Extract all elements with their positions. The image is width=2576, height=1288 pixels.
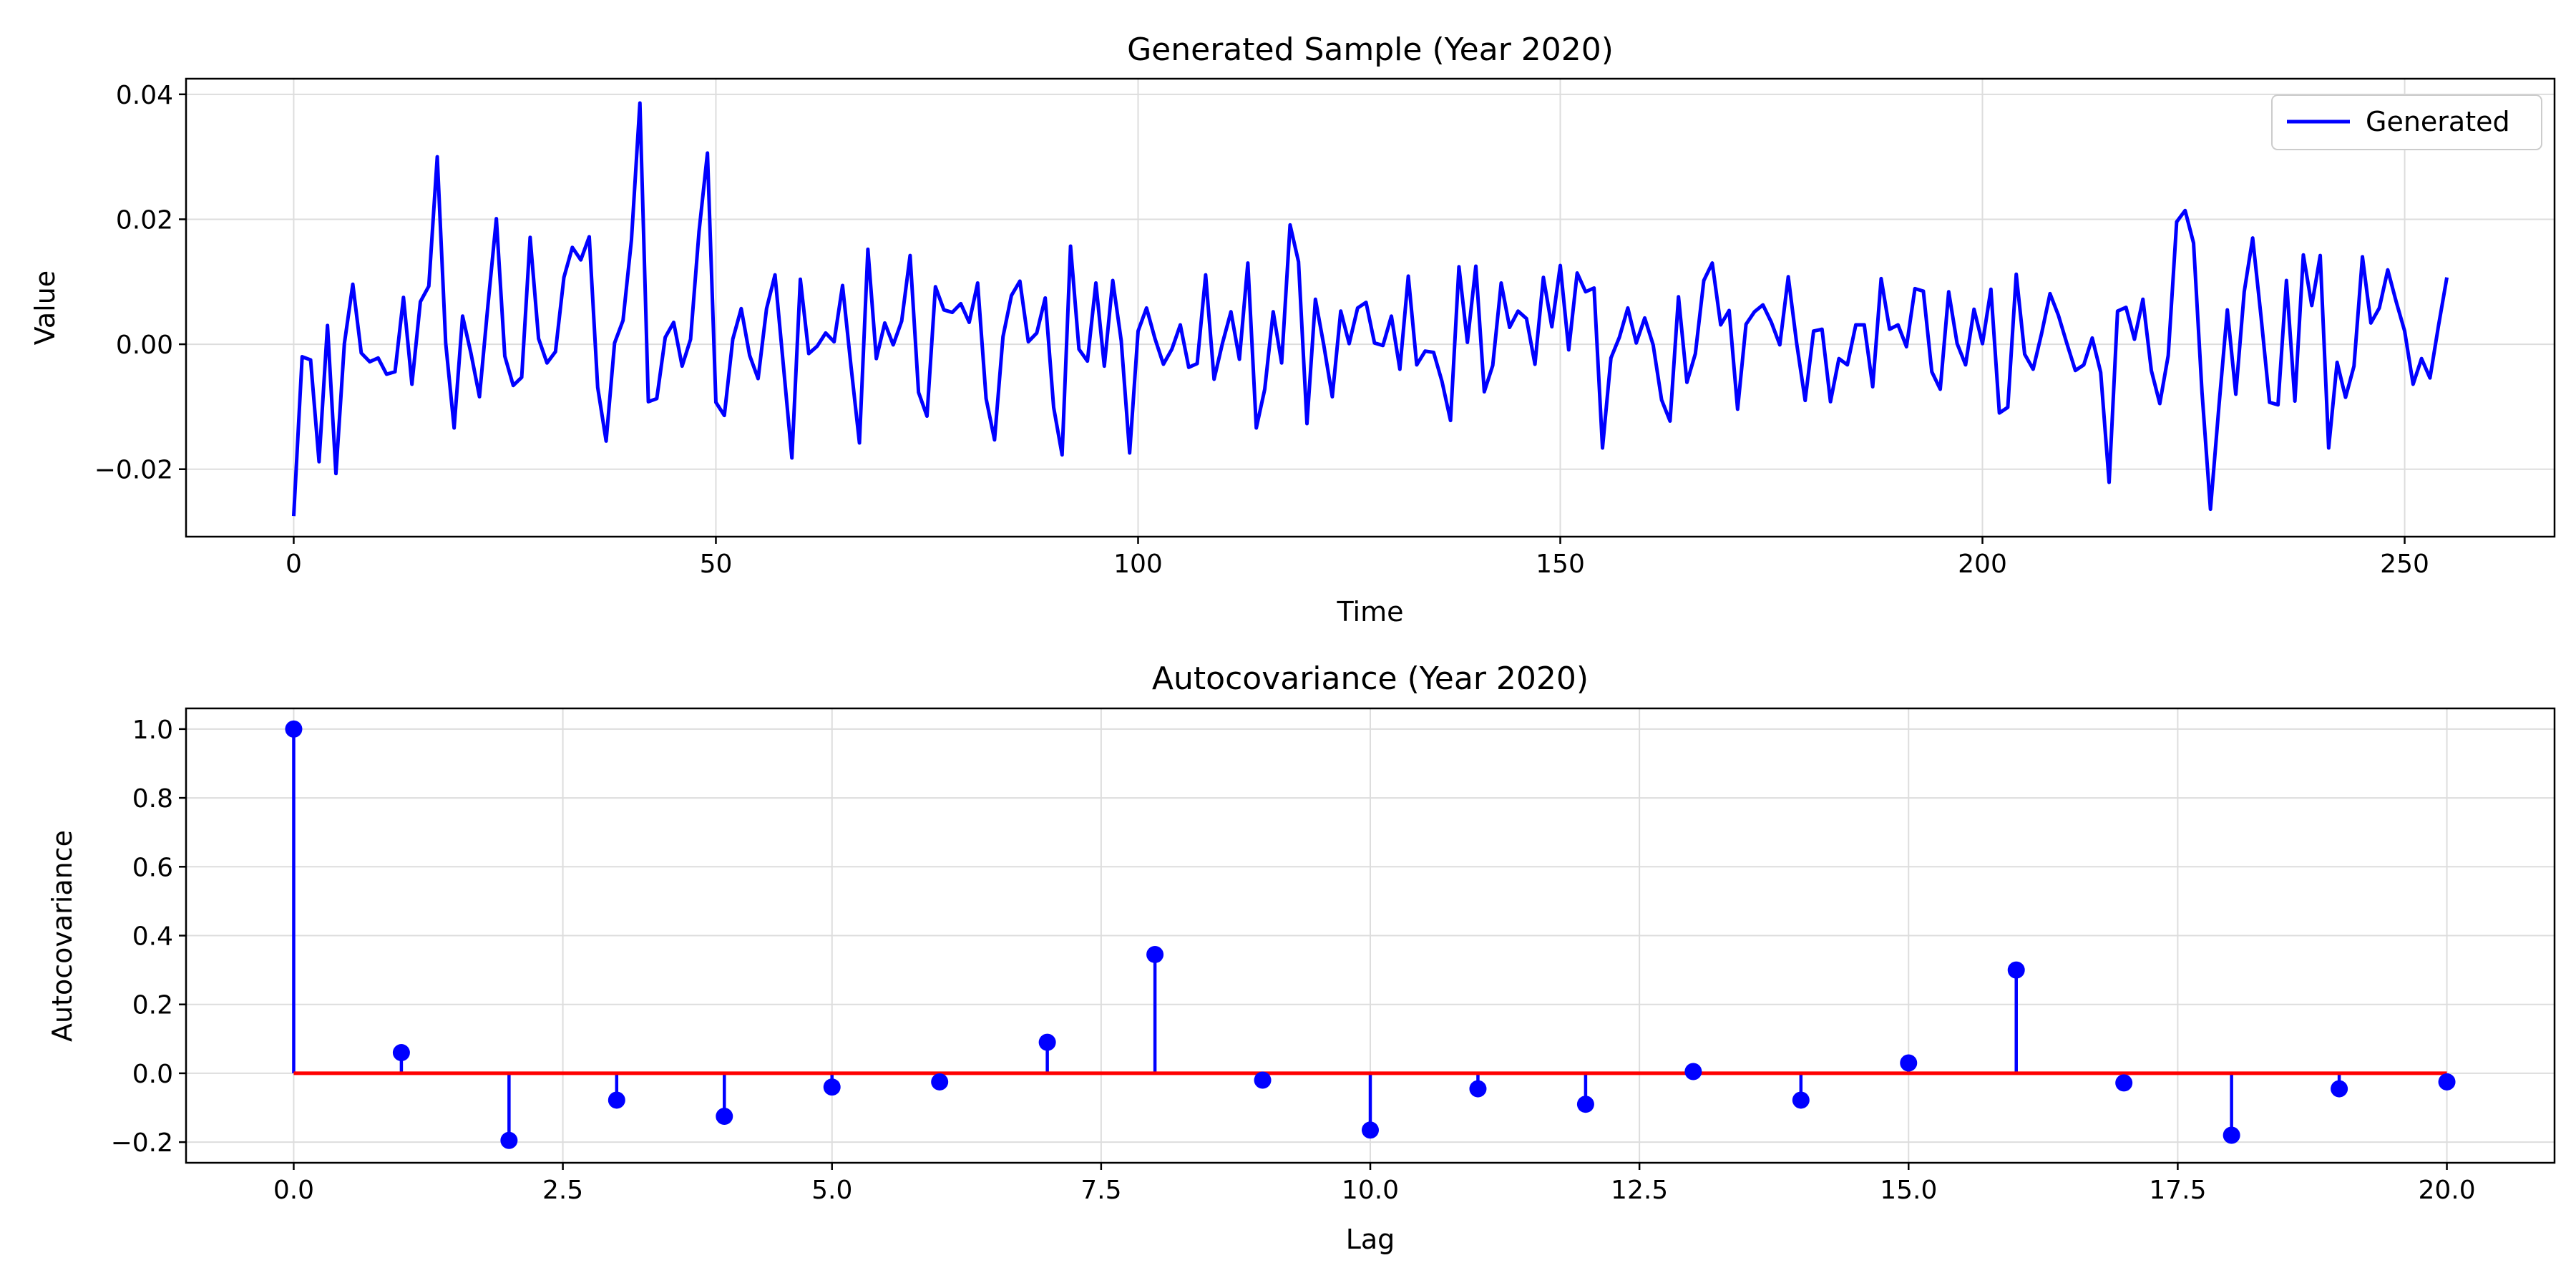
autocov-point xyxy=(716,1108,733,1126)
autocov-y-axis-label: Autocovariance xyxy=(47,830,78,1042)
sample-series xyxy=(291,101,2449,517)
autocov-point xyxy=(608,1091,625,1109)
sample-y-tick-label: 0.04 xyxy=(116,81,173,110)
autocov-point xyxy=(1362,1121,1379,1139)
autocov-point xyxy=(2007,961,2025,979)
autocov-y-tick-label: 1.0 xyxy=(132,716,173,745)
sample-plot-frame xyxy=(185,77,2556,538)
sample-panel: Generated Sample (Year 2020) 0 50 100 150 20… xyxy=(29,31,2556,628)
autocov-point xyxy=(1792,1091,1810,1109)
autocov-x-axis: 0.0 2.5 5.0 7.5 10.0 12.5 15.0 17.5 20.0 xyxy=(273,1163,2476,1205)
autocov-x-tick-label: 2.5 xyxy=(542,1176,583,1205)
autocov-point xyxy=(1684,1063,1702,1080)
autocov-y-tick-label: 0.6 xyxy=(132,853,173,882)
autocov-x-tick-label: 0.0 xyxy=(273,1176,314,1205)
autocov-point xyxy=(2438,1073,2456,1091)
sample-grid xyxy=(186,79,2555,537)
sample-legend: Generated xyxy=(2271,94,2542,150)
autocov-y-tick-label: 0.2 xyxy=(132,991,173,1020)
autocov-x-tick-label: 15.0 xyxy=(1880,1176,1937,1205)
autocov-point xyxy=(1900,1054,1918,1072)
sample-x-tick-label: 250 xyxy=(2380,550,2429,579)
sample-x-tick-label: 100 xyxy=(1113,550,1163,579)
autocov-point xyxy=(1038,1033,1056,1051)
autocov-point xyxy=(1469,1080,1487,1098)
autocov-y-tick-label: 0.8 xyxy=(132,784,173,814)
autocov-x-tick-label: 20.0 xyxy=(2418,1176,2475,1205)
sample-y-tick-label: 0.02 xyxy=(116,205,173,235)
autocov-y-tick-label: −0.2 xyxy=(111,1128,173,1158)
series-line-generated xyxy=(291,101,2449,517)
sample-y-axis: −0.02 0.00 0.02 0.04 xyxy=(94,81,186,485)
autocov-point xyxy=(1146,945,1164,963)
autocov-point xyxy=(1254,1071,1272,1089)
sample-x-tick-label: 50 xyxy=(700,550,733,579)
autocov-point xyxy=(392,1044,410,1062)
autocov-y-axis: −0.2 0.0 0.2 0.4 0.6 0.8 1.0 xyxy=(111,716,186,1158)
autocov-markers xyxy=(285,720,2456,1149)
sample-x-tick-label: 200 xyxy=(1958,550,2007,579)
sample-y-tick-label: 0.00 xyxy=(116,331,173,360)
autocov-y-tick-label: 0.0 xyxy=(132,1060,173,1089)
autocov-x-tick-label: 17.5 xyxy=(2149,1176,2206,1205)
autocov-x-tick-label: 5.0 xyxy=(811,1176,852,1205)
sample-y-axis-label: Value xyxy=(29,270,61,345)
autocov-y-tick-label: 0.4 xyxy=(132,922,173,952)
autocov-x-tick-label: 12.5 xyxy=(1611,1176,1668,1205)
sample-y-tick-label: −0.02 xyxy=(94,456,173,485)
sample-x-axis-label: Time xyxy=(1337,596,1404,628)
autocov-point xyxy=(2331,1080,2348,1098)
sample-chart-title: Generated Sample (Year 2020) xyxy=(1127,31,1614,68)
sample-x-tick-label: 150 xyxy=(1536,550,1585,579)
autocov-point xyxy=(2223,1126,2240,1144)
legend-box xyxy=(2271,94,2542,150)
legend-entry-generated: Generated xyxy=(2366,106,2510,137)
autocov-point xyxy=(500,1131,518,1149)
autocov-point xyxy=(2115,1074,2133,1092)
autocov-chart-title: Autocovariance (Year 2020) xyxy=(1152,660,1589,697)
autocov-x-axis-label: Lag xyxy=(1346,1224,1395,1255)
autocov-panel: Autocovariance (Year 2020) 0.0 2.5 5.0 7.5 1… xyxy=(47,660,2556,1255)
autocov-x-tick-label: 7.5 xyxy=(1080,1176,1121,1205)
autocov-point xyxy=(1576,1096,1594,1113)
sample-x-tick-label: 0 xyxy=(286,550,302,579)
autocov-point xyxy=(931,1073,949,1091)
autocov-point xyxy=(823,1078,841,1096)
sample-x-axis: 0 50 100 150 200 250 xyxy=(286,537,2429,579)
autocov-x-tick-label: 10.0 xyxy=(1342,1176,1399,1205)
autocov-point xyxy=(285,720,303,738)
